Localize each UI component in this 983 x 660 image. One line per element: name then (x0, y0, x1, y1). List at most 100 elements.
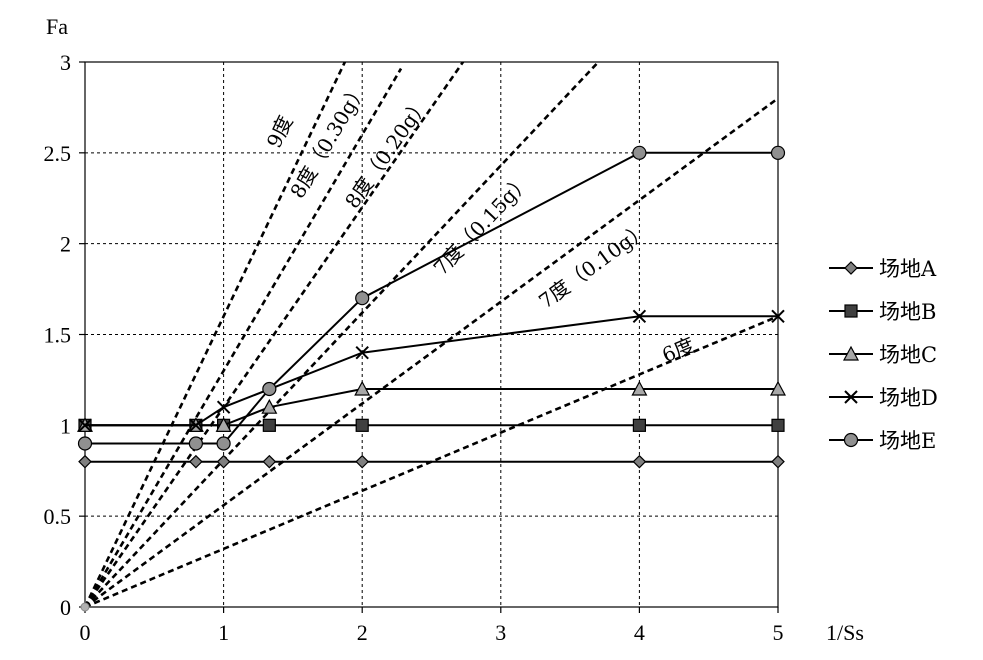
data-point (216, 436, 231, 451)
legend-item: 场地D (829, 386, 938, 410)
data-point-shape (631, 380, 648, 396)
data-point (631, 380, 648, 396)
data-point (261, 398, 278, 414)
data-point (770, 145, 786, 160)
y-tick-label: 1 (60, 413, 71, 438)
data-point (355, 454, 370, 469)
reference-line-label: 7度（0.10g） (534, 217, 653, 313)
data-point (216, 400, 231, 414)
x-tick-label: 1 (218, 620, 229, 645)
legend-label: 场地A (879, 257, 937, 281)
y-tick-label: 0.5 (44, 504, 72, 529)
data-point (355, 418, 369, 432)
data-point-shape (262, 418, 276, 432)
series-diamond (78, 454, 785, 469)
data-point-shape (770, 145, 786, 160)
reference-line (85, 62, 601, 607)
tick-labels: 0 1 2 3 4 5 0 0.5 1 1.5 2 2.5 3 (44, 50, 784, 645)
x-tick-label: 0 (80, 620, 91, 645)
gridlines (85, 61, 779, 607)
data-point-shape (354, 380, 371, 396)
data-point (771, 309, 785, 324)
data-point-stroke (189, 418, 203, 433)
data-point (262, 418, 276, 432)
series-triangle (76, 380, 787, 432)
legend-label: 场地C (879, 343, 937, 367)
reference-line (85, 67, 403, 607)
data-point-shape (261, 398, 278, 414)
data-point-shape (216, 436, 231, 451)
data-point-shape (632, 145, 647, 160)
series-circle (77, 145, 786, 451)
data-point (632, 454, 647, 469)
tick-marks (79, 61, 779, 613)
data-point-stroke (78, 418, 92, 433)
data-point (632, 418, 647, 432)
data-point (632, 145, 647, 160)
y-tick-label: 2 (60, 232, 71, 257)
y-tick-label: 0 (60, 595, 71, 620)
x-tick-label: 3 (495, 620, 506, 645)
legend-label: 场地B (879, 300, 936, 324)
origin-point (80, 602, 90, 612)
data-point (78, 454, 92, 469)
data-point-stroke (216, 400, 231, 414)
legend-marker-shape (842, 345, 860, 361)
legend-marker (842, 345, 860, 361)
legend-marker-shape (843, 432, 859, 448)
legend-item: 场地B (829, 300, 936, 324)
reference-line (85, 97, 778, 607)
data-point-shape (771, 418, 785, 432)
series-line (85, 151, 778, 445)
data-point (216, 454, 231, 469)
y-tick-label: 1.5 (44, 323, 72, 348)
reference-line (85, 62, 347, 607)
data-point (189, 418, 203, 433)
data-point (771, 418, 785, 432)
y-tick-label: 2.5 (44, 141, 72, 166)
data-point-stroke (632, 309, 647, 324)
data-point-shape (188, 436, 203, 451)
legend-marker (843, 432, 859, 448)
reference-line-label: 9度 (262, 112, 298, 152)
data-point-shape (632, 454, 647, 469)
data-point-shape (355, 454, 370, 469)
y-tick-label: 3 (60, 50, 71, 75)
legend: 场地A 场地B 场地C 场地D 场地E (829, 257, 938, 453)
data-point-shape (769, 380, 787, 396)
data-point (771, 454, 785, 469)
data-point (354, 380, 371, 396)
data-point-shape (215, 417, 232, 432)
legend-label: 场地D (879, 386, 938, 410)
data-point-stroke (355, 345, 369, 360)
legend-item: 场地A (829, 257, 937, 281)
data-point-shape (355, 418, 369, 432)
legend-marker-shape (844, 261, 858, 275)
y-axis-label: Fa (46, 14, 68, 39)
legend-marker (844, 261, 858, 275)
series-line (85, 315, 778, 427)
x-tick-label: 4 (634, 620, 645, 645)
data-point-shape (262, 381, 277, 397)
legend-marker-shape (844, 304, 858, 318)
data-point (262, 381, 277, 397)
data-point (77, 436, 93, 451)
data-point-stroke (771, 309, 785, 324)
data-point (262, 454, 277, 469)
data-point-shape (771, 454, 785, 469)
x-tick-label: 5 (773, 620, 784, 645)
legend-item: 场地C (829, 343, 937, 367)
data-point (355, 291, 370, 306)
data-point-shape (216, 454, 231, 469)
x-axis-label: 1/Ss (826, 620, 864, 645)
legend-marker (844, 304, 858, 318)
series-x (78, 309, 785, 433)
data-series (76, 145, 787, 469)
data-point (769, 380, 787, 396)
data-point-shape (189, 454, 203, 469)
data-point-shape (78, 454, 92, 469)
data-point (78, 418, 92, 433)
data-point (632, 309, 647, 324)
